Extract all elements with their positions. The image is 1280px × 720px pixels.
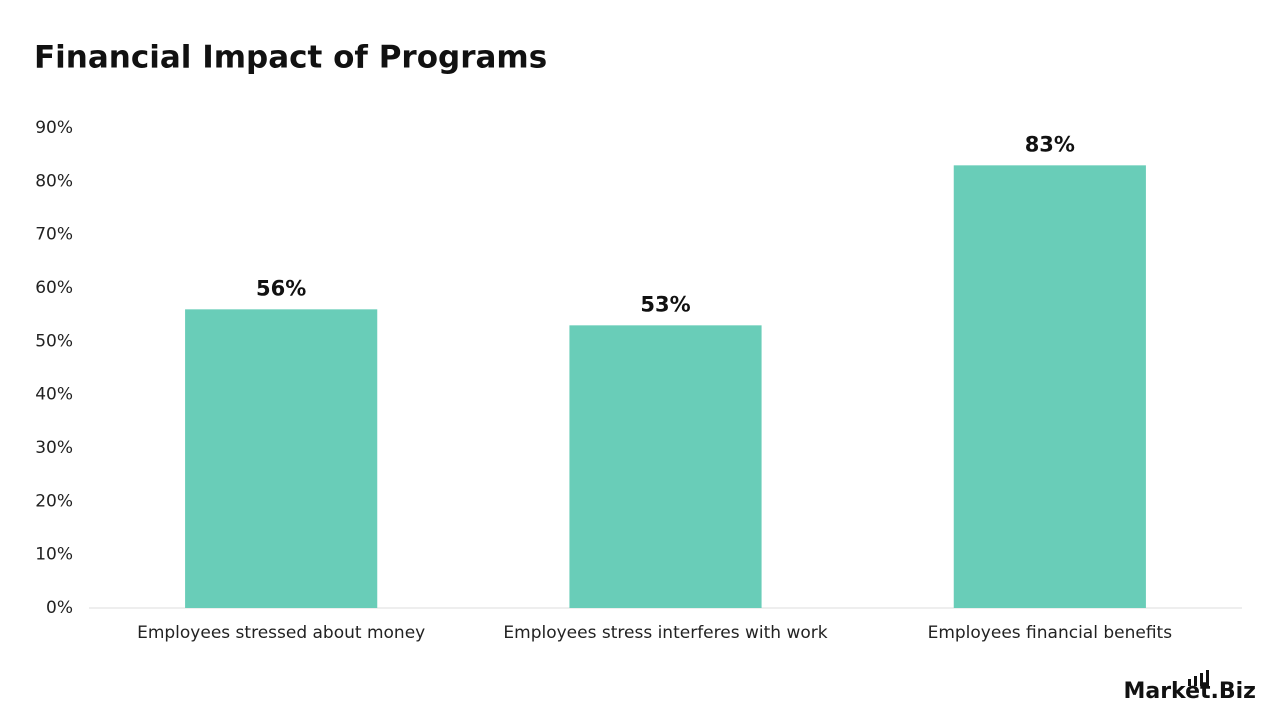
y-tick-label: 50% [35, 331, 73, 351]
brand-logo: Market.Biz [1123, 679, 1256, 704]
bar [953, 165, 1146, 609]
y-tick-label: 10% [35, 545, 73, 565]
y-tick-label: 0% [46, 598, 73, 618]
value-label: 83% [1025, 132, 1075, 156]
y-tick-label: 20% [35, 491, 73, 511]
y-tick-label: 30% [35, 438, 73, 458]
x-tick-label: Employees stress interferes with work [503, 623, 827, 643]
y-tick-label: 90% [35, 118, 73, 138]
value-label: 56% [256, 276, 306, 300]
bar [569, 325, 762, 608]
y-tick-label: 60% [35, 278, 73, 298]
chart-title: Financial Impact of Programs [34, 40, 547, 76]
brand-icon [1188, 670, 1209, 686]
value-label: 53% [640, 292, 690, 316]
x-tick-label: Employees stressed about money [137, 623, 425, 643]
x-tick-label: Employees financial benefits [928, 623, 1173, 643]
y-tick-label: 70% [35, 225, 73, 245]
bar [185, 309, 378, 608]
y-tick-label: 40% [35, 385, 73, 405]
y-tick-label: 80% [35, 171, 73, 191]
